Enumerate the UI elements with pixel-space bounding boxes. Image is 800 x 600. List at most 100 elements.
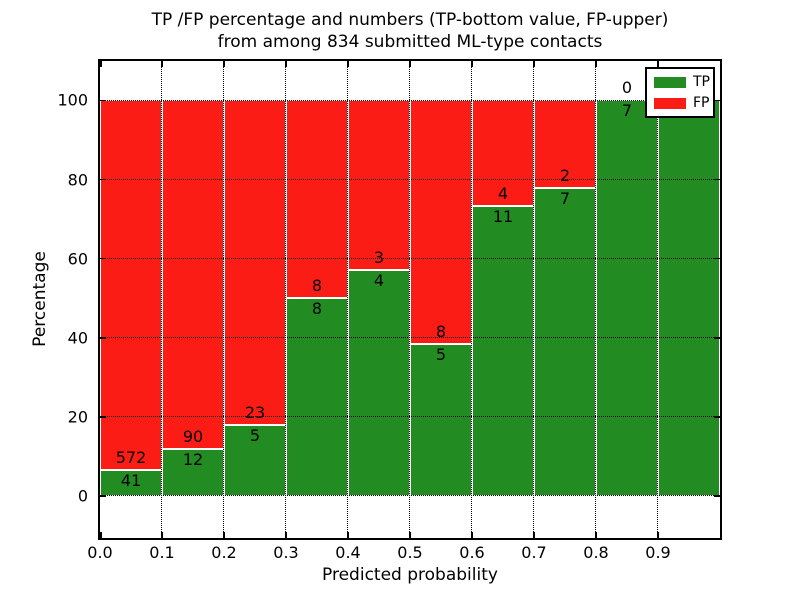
fp-count-label: 23 (244, 403, 266, 423)
tp-bar-segment (658, 100, 720, 496)
x-tick-label: 0.8 (583, 543, 609, 562)
gridline (595, 61, 597, 538)
gridline (100, 257, 720, 259)
tp-count-label: 11 (492, 206, 514, 226)
x-tick-label: 0.1 (149, 543, 175, 562)
legend-box: TP FP (645, 67, 715, 118)
tick-mark (714, 257, 720, 260)
tick-mark (100, 178, 106, 181)
tp-bar-segment (286, 298, 348, 496)
fp-bar-segment (534, 100, 596, 189)
legend-row-tp: TP (654, 75, 710, 89)
fp-count-label: 4 (497, 183, 509, 203)
gridline (347, 61, 349, 538)
tick-mark (657, 532, 659, 538)
gridline (657, 61, 659, 538)
tick-mark (161, 532, 163, 538)
tick-mark (285, 532, 287, 538)
fp-bar-segment (286, 100, 348, 299)
chart-title-line1: TP /FP percentage and numbers (TP-bottom… (151, 10, 669, 30)
y-tick-label: 40 (67, 328, 88, 348)
tick-mark (533, 61, 535, 67)
x-tick-label: 0.3 (273, 543, 299, 562)
x-axis-label: Predicted probability (322, 565, 498, 585)
tick-mark (100, 495, 106, 497)
y-tick-label: 100 (57, 90, 88, 110)
tick-mark (714, 495, 720, 497)
tp-count-label: 7 (559, 189, 571, 209)
tick-mark (161, 61, 163, 67)
gridline (100, 337, 720, 338)
tp-count-label: 8 (311, 299, 323, 319)
fp-count-label: 8 (311, 276, 323, 296)
tp-count-label: 5 (435, 344, 447, 364)
tick-mark (347, 61, 349, 67)
tick-mark (100, 99, 106, 102)
tick-mark (100, 61, 102, 67)
tp-count-label: 7 (621, 101, 633, 121)
fp-count-label: 8 (435, 321, 447, 341)
gridline (533, 61, 535, 538)
gridline (285, 61, 287, 538)
gridline (471, 61, 473, 538)
x-tick-label: 0.6 (459, 543, 485, 562)
tick-mark (409, 61, 411, 67)
x-tick-label: 0.2 (211, 543, 237, 562)
chart-title: TP /FP percentage and numbers (TP-bottom… (100, 9, 720, 53)
tick-mark (409, 532, 411, 538)
y-tick-label: 80 (67, 170, 88, 190)
chart-title-line2: from among 834 submitted ML-type contact… (217, 32, 603, 52)
tp-bar-segment (410, 343, 472, 496)
fp-legend-swatch (654, 97, 686, 109)
tick-mark (595, 61, 597, 67)
x-tick-label: 0.0 (87, 543, 113, 562)
fp-bar-segment (224, 100, 286, 426)
y-tick-label: 0 (77, 486, 88, 506)
tp-bar-segment (348, 269, 410, 496)
fp-legend-label: FP (693, 95, 710, 111)
fp-bar-segment (410, 100, 472, 344)
x-tick-label: 0.4 (335, 543, 361, 562)
tick-mark (657, 61, 659, 67)
tick-mark (223, 61, 225, 67)
gridline (100, 495, 720, 497)
tick-mark (100, 532, 102, 538)
fp-count-label: 2 (559, 166, 571, 186)
tp-bar-segment (472, 205, 534, 496)
tp-legend-swatch (654, 76, 686, 88)
fp-bar-segment (100, 100, 162, 470)
tick-mark (285, 61, 287, 67)
tick-mark (100, 337, 106, 339)
tp-count-label: 41 (120, 470, 142, 490)
tick-mark (347, 532, 349, 538)
plot-area: 5724190122358834854112707024 (98, 59, 722, 540)
fp-count-label: 3 (373, 247, 385, 267)
fp-count-label: 572 (115, 447, 147, 467)
tick-mark (100, 416, 106, 418)
tick-mark (533, 532, 535, 538)
fp-bar-segment (162, 100, 224, 450)
tick-mark (471, 61, 473, 67)
fp-bar-segment (348, 100, 410, 270)
x-tick-label: 0.5 (397, 543, 423, 562)
tick-mark (100, 257, 106, 260)
gridline (409, 61, 411, 538)
tp-count-label: 5 (249, 426, 261, 446)
tick-mark (714, 178, 720, 181)
tp-bar-segment (596, 100, 658, 496)
y-tick-label: 60 (67, 249, 88, 269)
legend-row-fp: FP (654, 96, 710, 110)
tick-mark (714, 337, 720, 339)
gridline (100, 99, 720, 101)
gridline (100, 416, 720, 418)
tp-count-label: 12 (182, 450, 204, 470)
x-tick-label: 0.7 (521, 543, 547, 562)
fp-count-label: 90 (182, 427, 204, 447)
tp-count-label: 4 (373, 270, 385, 290)
tick-mark (714, 416, 720, 418)
tp-legend-label: TP (693, 74, 710, 90)
gridline (100, 178, 720, 180)
tick-mark (714, 99, 720, 102)
y-axis-label: Percentage (30, 251, 50, 347)
